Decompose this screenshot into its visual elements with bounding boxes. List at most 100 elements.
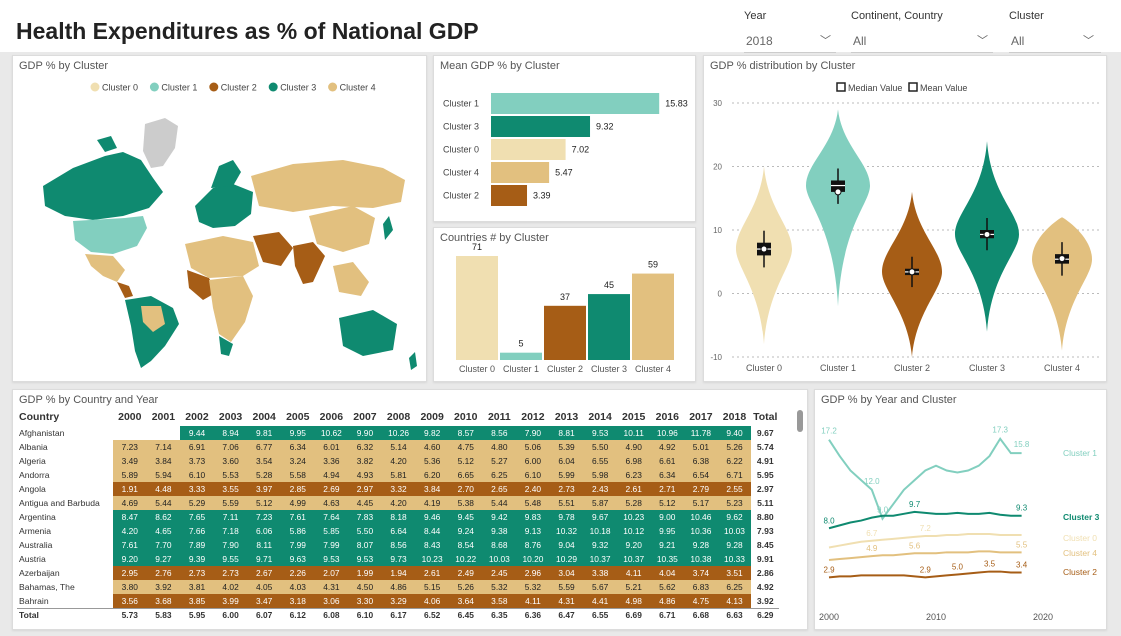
russia-shape[interactable] xyxy=(251,160,405,212)
column-header[interactable]: 2005 xyxy=(286,411,310,423)
mexico-shape[interactable] xyxy=(85,254,125,282)
central-america-shape[interactable] xyxy=(117,282,133,298)
column-header[interactable]: 2017 xyxy=(689,411,713,423)
column-header[interactable]: 2011 xyxy=(487,411,511,423)
world-map[interactable]: Cluster 0 Cluster 1 Cluster 2 Cluster 3 Clus… xyxy=(13,56,428,383)
south-america-shape[interactable] xyxy=(125,296,179,368)
total-value-cell: 5.95 xyxy=(180,607,214,622)
table-row[interactable]: Angola 1.91 4.48 3.33 3.55 3.97 2.85 2.69 2.97 3.… xyxy=(17,482,779,496)
series-line xyxy=(828,533,1022,549)
southern-africa-shape[interactable] xyxy=(219,336,233,356)
chevron-down-icon[interactable]: ﹀ xyxy=(820,35,831,47)
north-africa-shape[interactable] xyxy=(185,236,259,278)
column-header[interactable]: 2000 xyxy=(118,411,142,423)
value-cell: 5.12 xyxy=(247,496,281,510)
x-tick-label: 2010 xyxy=(926,612,946,622)
japan-shape[interactable] xyxy=(383,216,393,240)
new-zealand-shape[interactable] xyxy=(409,352,417,370)
column-header[interactable]: 2002 xyxy=(185,411,209,423)
value-cell: 2.67 xyxy=(247,566,281,580)
filter-cluster-value[interactable]: All xyxy=(1011,34,1025,48)
total-value-cell: 6.45 xyxy=(448,607,483,622)
west-africa-shape[interactable] xyxy=(187,270,217,300)
value-cell: 9.71 xyxy=(247,552,281,566)
value-cell: 3.47 xyxy=(247,594,281,608)
value-cell: 5.67 xyxy=(583,580,617,594)
scandinavia-shape[interactable] xyxy=(211,160,241,188)
column-header[interactable]: 2008 xyxy=(386,411,411,423)
value-cell: 3.80 xyxy=(113,580,147,594)
filter-continent-country[interactable]: Continent, Country All ﹀ xyxy=(851,10,993,53)
table-scrollbar[interactable] xyxy=(797,410,803,432)
column-header[interactable]: 2013 xyxy=(554,411,579,423)
filter-year[interactable]: Year 2018 ﹀ xyxy=(744,10,836,53)
chevron-down-icon[interactable]: ﹀ xyxy=(977,35,988,47)
central-africa-shape[interactable] xyxy=(209,276,253,342)
country-cell: Andorra xyxy=(19,470,50,480)
middle-east-shape[interactable] xyxy=(253,232,293,266)
value-cell: 4.69 xyxy=(113,496,147,510)
table-row[interactable]: Armenia 4.20 4.65 7.66 7.18 6.06 5.86 5.85 5.50 6… xyxy=(17,524,779,538)
column-header[interactable]: 2018 xyxy=(722,411,747,423)
value-cell: 2.61 xyxy=(415,566,449,580)
table-row[interactable]: Argentina 8.47 8.62 7.65 7.11 7.23 7.61 7.64 7.8… xyxy=(17,510,779,524)
column-header[interactable]: Country xyxy=(19,411,60,423)
series-label: Cluster 3 xyxy=(1063,512,1100,522)
table-row[interactable]: Antigua and Barbuda 4.69 5.44 5.29 5.59 5.12 4… xyxy=(17,496,779,510)
column-header[interactable]: 2012 xyxy=(521,411,545,423)
filter-continent-value[interactable]: All xyxy=(853,34,867,48)
column-header[interactable]: 2004 xyxy=(252,411,276,423)
table-row[interactable]: Albania 7.23 7.14 6.91 7.06 6.77 6.34 6.01 6.32 5… xyxy=(17,440,779,454)
table-row[interactable]: Afghanistan 9.44 8.94 9.81 9.95 10.62 9.90 10.2… xyxy=(17,426,779,440)
value-cell: 7.23 xyxy=(113,440,147,454)
column-header[interactable]: 2009 xyxy=(420,411,444,423)
value-cell: 5.36 xyxy=(415,454,449,468)
bar-value-label: 9.32 xyxy=(596,122,614,132)
countries-count-title: Countries # by Cluster xyxy=(440,232,549,244)
mean-marker xyxy=(1058,255,1066,263)
column-header[interactable]: 2014 xyxy=(588,411,612,423)
value-cell: 6.20 xyxy=(415,468,449,482)
mean-bar xyxy=(491,93,660,114)
value-cell: 2.55 xyxy=(717,482,752,496)
value-cell: 4.45 xyxy=(348,496,382,510)
column-header[interactable]: Total xyxy=(753,411,778,423)
south-america-east-shape[interactable] xyxy=(141,306,165,332)
value-cell: 4.06 xyxy=(415,594,449,608)
column-header[interactable]: 2010 xyxy=(454,411,478,423)
column-header[interactable]: 2006 xyxy=(319,411,344,423)
table-row[interactable]: Bahrain 3.56 3.68 3.85 3.99 3.47 3.18 3.06 3.30 3… xyxy=(17,594,779,608)
column-header[interactable]: 2003 xyxy=(218,411,243,423)
china-shape[interactable] xyxy=(309,206,375,252)
median-legend-icon xyxy=(836,82,846,92)
filter-year-value[interactable]: 2018 xyxy=(746,34,773,48)
column-header[interactable]: 2016 xyxy=(655,411,679,423)
value-cell: 6.32 xyxy=(348,440,382,454)
usa-shape[interactable] xyxy=(73,216,147,254)
india-shape[interactable] xyxy=(293,242,325,284)
value-cell: 5.94 xyxy=(146,468,181,482)
value-cell: 3.29 xyxy=(381,594,416,608)
column-header[interactable]: 2001 xyxy=(151,411,176,423)
value-cell: 9.82 xyxy=(415,426,449,440)
value-cell: 3.85 xyxy=(180,594,214,608)
table-row[interactable]: Austria 9.20 9.27 9.39 9.55 9.71 9.63 9.53 9.53 9… xyxy=(17,552,779,566)
table-row[interactable]: Azerbaijan 2.95 2.76 2.73 2.73 2.67 2.26 2.07 1.… xyxy=(17,566,779,580)
value-cell: 3.30 xyxy=(348,594,382,608)
australia-shape[interactable] xyxy=(339,310,397,356)
table-row[interactable]: Bahamas, The 3.80 3.92 3.81 4.02 4.05 4.03 4.31… xyxy=(17,580,779,594)
value-cell: 4.60 xyxy=(415,440,449,454)
chevron-down-icon[interactable]: ﹀ xyxy=(1083,35,1094,47)
europe-shape[interactable] xyxy=(195,184,253,228)
table-row[interactable]: Andorra 5.89 5.94 6.10 5.53 5.28 5.58 4.94 4.93 5… xyxy=(17,468,779,482)
table-row[interactable]: Australia 7.61 7.70 7.89 7.90 8.11 7.99 7.99 8.0… xyxy=(17,538,779,552)
arctic-islands-shape[interactable] xyxy=(97,136,117,152)
table-row[interactable]: Algeria 3.49 3.84 3.73 3.60 3.54 3.24 3.36 3.82 4… xyxy=(17,454,779,468)
canada-shape[interactable] xyxy=(43,152,163,220)
southeast-asia-shape[interactable] xyxy=(333,262,369,296)
column-header[interactable]: 2007 xyxy=(353,411,377,423)
column-header[interactable]: 2015 xyxy=(622,411,646,423)
filter-cluster[interactable]: Cluster All ﹀ xyxy=(1009,10,1101,53)
value-cell: 5.26 xyxy=(448,580,483,594)
greenland-shape[interactable] xyxy=(143,118,178,168)
